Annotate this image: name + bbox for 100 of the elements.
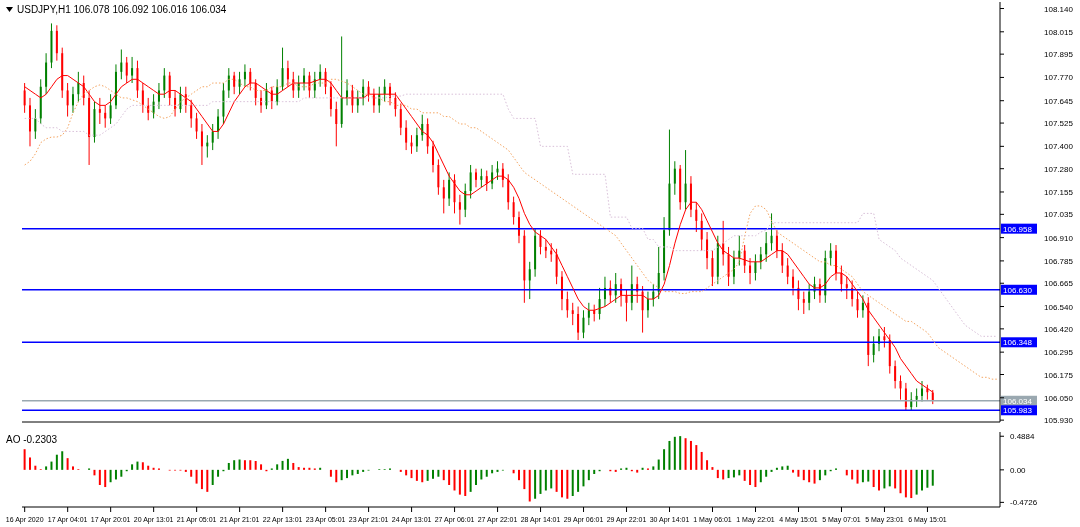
candlestick: [743, 244, 746, 274]
bar: [673, 436, 676, 470]
bar: [641, 467, 644, 470]
candlestick: [904, 382, 907, 412]
bar: [534, 469, 537, 499]
bar: [421, 469, 424, 483]
y-tick-label: 107.280: [1044, 164, 1074, 174]
candlestick: [372, 88, 375, 114]
bar: [480, 469, 483, 480]
candlestick: [587, 302, 590, 326]
candlestick: [861, 294, 864, 319]
bar: [738, 469, 741, 476]
bar: [335, 469, 338, 483]
bar: [904, 469, 907, 498]
candlestick: [238, 71, 241, 95]
candlestick: [921, 380, 924, 403]
candlestick: [878, 328, 881, 352]
bar: [442, 469, 445, 481]
bar: [797, 469, 800, 477]
bar: [496, 469, 499, 472]
candlestick: [544, 238, 547, 259]
bar: [104, 469, 107, 488]
candlestick: [464, 183, 467, 218]
bar: [856, 469, 859, 484]
y-tick-label: 107.895: [1044, 50, 1074, 60]
bar: [190, 469, 193, 477]
bar: [362, 469, 365, 472]
bar: [539, 469, 542, 494]
bar: [851, 469, 854, 480]
bar: [458, 469, 461, 495]
bar: [786, 465, 789, 470]
bar: [818, 469, 821, 481]
candlestick: [442, 179, 445, 214]
candlestick: [786, 257, 789, 285]
bar: [775, 467, 778, 470]
candlestick: [276, 78, 279, 106]
candlestick: [528, 261, 531, 300]
bar: [732, 469, 735, 478]
bar: [824, 469, 827, 476]
bar: [410, 469, 413, 479]
bar: [668, 440, 671, 470]
candlestick: [233, 71, 236, 95]
candlestick: [711, 250, 714, 287]
bar: [453, 469, 456, 491]
bar: [872, 469, 875, 488]
y-tick-label: 106.420: [1044, 324, 1074, 334]
bar: [770, 469, 773, 472]
bar: [523, 469, 526, 490]
bar: [55, 454, 58, 470]
bar: [200, 469, 203, 490]
bar: [448, 469, 451, 485]
ref-line-label: 106.348: [1003, 338, 1033, 348]
bar: [528, 469, 531, 502]
bar: [34, 465, 37, 470]
bar: [587, 469, 590, 481]
bar: [329, 469, 332, 477]
candlestick: [265, 82, 268, 110]
bar: [238, 459, 241, 470]
bar: [114, 469, 117, 480]
bar: [663, 449, 666, 470]
bar: [861, 469, 864, 483]
candlestick: [480, 168, 483, 188]
candlestick: [217, 108, 220, 140]
bar: [716, 469, 719, 479]
candlestick: [802, 291, 805, 315]
candlestick: [829, 242, 832, 267]
candlestick: [243, 63, 246, 88]
candlestick: [899, 374, 902, 401]
bar: [921, 469, 924, 491]
ref-line-label: 105.983: [1003, 406, 1033, 416]
bar: [211, 469, 214, 485]
bar: [813, 469, 816, 484]
bar: [109, 469, 112, 483]
candlestick: [792, 268, 795, 296]
candlestick: [872, 335, 875, 363]
candlestick: [883, 326, 886, 348]
bar: [152, 467, 155, 470]
bar: [695, 445, 698, 470]
bar: [544, 469, 547, 491]
bar: [593, 469, 596, 474]
y-tick-label: 106.665: [1044, 279, 1074, 289]
bar: [399, 469, 402, 472]
bar: [136, 461, 139, 470]
y-tick-label: 107.770: [1044, 73, 1074, 83]
bar: [66, 458, 69, 470]
bar: [765, 469, 768, 477]
candlestick: [405, 119, 408, 151]
candlestick: [195, 112, 198, 140]
candlestick: [695, 201, 698, 233]
y-tick-label: 106.295: [1044, 348, 1074, 358]
candlestick: [66, 82, 69, 118]
candlestick: [335, 101, 338, 147]
bar: [684, 438, 687, 470]
bar: [802, 469, 805, 481]
candlestick: [517, 211, 520, 244]
candlestick: [152, 93, 155, 119]
y-tick-label: 0.4884: [1010, 432, 1036, 442]
candlestick: [109, 93, 112, 125]
candlestick: [835, 244, 838, 281]
bar: [636, 469, 639, 473]
